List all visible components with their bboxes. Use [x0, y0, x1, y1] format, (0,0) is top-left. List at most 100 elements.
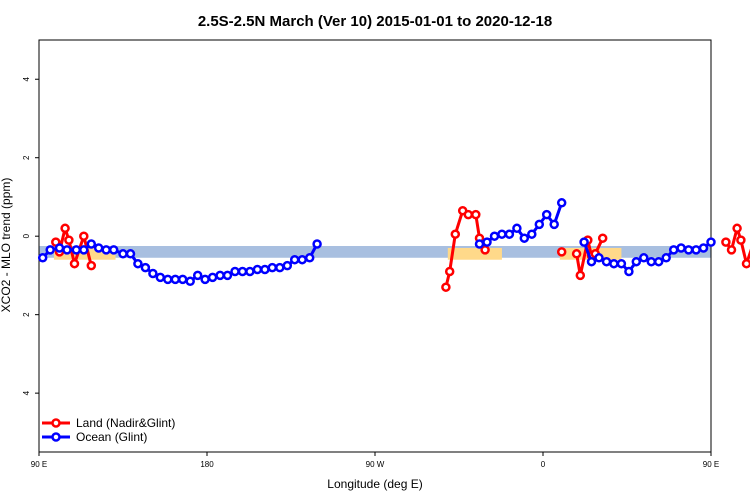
x-tick-label-3: 0	[541, 460, 546, 469]
plot-area: 90 E 180 90 W 0 90 E 4 2 0 2 4 Land (Nadir&Glint)O…	[22, 39, 750, 469]
ocean-point-0-9	[108, 245, 119, 255]
ocean-point-1-8	[534, 219, 545, 230]
land-point-4-2	[732, 223, 742, 234]
ocean-point-0-23	[215, 270, 225, 281]
land-point-0-5	[79, 231, 89, 241]
y-tick-label-3: 2	[22, 312, 31, 317]
land-point-0-3	[64, 235, 74, 245]
ocean-point-1-2	[489, 231, 500, 241]
ocean-point-1-11	[556, 198, 567, 208]
ocean-point-0-36	[312, 239, 322, 249]
ocean-point-2-0	[579, 237, 589, 247]
ocean-point-0-2	[54, 243, 65, 253]
land-point-3-0	[571, 249, 582, 259]
ocean-point-0-8	[101, 245, 111, 255]
ocean-point-2-3	[601, 256, 612, 267]
ocean-point-2-12	[668, 245, 679, 255]
land-point-0-2	[60, 223, 70, 234]
ocean-point-0-4	[71, 245, 82, 255]
ocean-point-0-34	[297, 254, 307, 265]
x-tick-label-0: 90 E	[31, 460, 47, 469]
land-point-1-1	[444, 266, 455, 277]
ocean-point-2-5	[616, 258, 627, 269]
ocean-point-0-16	[163, 274, 173, 285]
ocean-point-2-9	[646, 256, 657, 267]
x-axis-label: Longitude (deg E)	[327, 477, 422, 491]
land-point-1-2	[450, 229, 461, 239]
y-tick-label-1: 2	[22, 155, 31, 160]
land-band-1	[447, 247, 502, 260]
ocean-point-0-33	[289, 254, 300, 265]
ocean-point-2-17	[706, 237, 716, 247]
ocean-point-0-15	[155, 272, 166, 283]
ocean-point-0-35	[304, 253, 315, 263]
ocean-point-0-6	[86, 239, 97, 249]
land-point-3-5	[597, 233, 608, 243]
legend-land-marker	[51, 418, 61, 428]
ocean-point-2-16	[698, 243, 709, 253]
ocean-point-0-20	[192, 270, 203, 281]
ocean-point-2-6	[624, 266, 634, 277]
ocean-point-0-17	[170, 274, 181, 285]
x-tick-label-2: 90 W	[366, 460, 385, 469]
y-axis-label: XCO2 - MLO trend (ppm)	[0, 178, 13, 313]
ocean-point-0-12	[133, 258, 143, 269]
ocean-point-0-29	[260, 264, 270, 275]
y-tick-label-0: 4	[22, 76, 31, 81]
land-point-0-4	[69, 258, 80, 269]
land-point-2-0	[556, 247, 567, 257]
ocean-point-2-2	[594, 253, 604, 263]
ocean-point-0-14	[148, 268, 158, 279]
ocean-point-1-7	[527, 229, 537, 239]
ocean-point-0-21	[200, 274, 210, 285]
ocean-point-0-3	[62, 245, 72, 255]
ocean-point-2-4	[609, 258, 619, 269]
ocean-point-2-1	[586, 256, 597, 267]
land-point-1-0	[441, 282, 451, 292]
land-point-4-3	[736, 235, 746, 245]
ocean-point-0-24	[222, 270, 233, 281]
ocean-point-1-4	[504, 229, 515, 239]
ocean-point-0-10	[118, 249, 128, 259]
land-point-3-1	[575, 270, 586, 281]
ocean-point-0-19	[185, 276, 195, 287]
ocean-point-0-13	[140, 262, 151, 273]
ocean-point-1-6	[519, 233, 530, 243]
ocean-point-1-10	[549, 219, 559, 230]
land-point-1-5	[471, 209, 481, 220]
land-point-4-0	[721, 237, 731, 247]
ocean-point-1-3	[497, 229, 507, 239]
ocean-point-2-14	[683, 245, 694, 255]
ocean-point-1-9	[541, 209, 552, 220]
land-point-4-4	[741, 258, 750, 269]
legend-ocean-marker	[51, 432, 61, 442]
chart-title: 2.5S-2.5N March (Ver 10) 2015-01-01 to 2…	[198, 13, 552, 30]
land-point-1-4	[463, 209, 474, 220]
legend-ocean-label: Ocean (Glint)	[76, 430, 147, 444]
ocean-point-0-28	[252, 264, 263, 275]
land-point-0-6	[86, 260, 97, 271]
ocean-point-2-7	[631, 256, 642, 267]
ocean-point-2-8	[639, 253, 649, 263]
ocean-point-2-15	[691, 245, 701, 255]
y-tick-label-2: 0	[22, 233, 31, 238]
legend-land-label: Land (Nadir&Glint)	[76, 416, 175, 430]
land-point-4-1	[726, 245, 737, 255]
y-tick-label-4: 4	[22, 390, 31, 395]
ocean-point-0-18	[177, 274, 188, 285]
ocean-point-0-31	[275, 262, 285, 273]
ocean-point-0-7	[93, 243, 104, 253]
ocean-point-0-32	[282, 260, 293, 271]
ocean-point-0-25	[230, 266, 240, 277]
ocean-point-0-27	[245, 266, 255, 277]
ocean-point-1-0	[474, 239, 485, 249]
ocean-point-2-11	[661, 253, 671, 263]
ocean-point-0-0	[37, 253, 48, 263]
ocean-point-1-1	[482, 237, 492, 247]
ocean-point-0-30	[267, 262, 278, 273]
ocean-point-0-22	[207, 272, 218, 283]
ocean-point-2-10	[653, 256, 664, 267]
ocean-point-0-11	[125, 249, 136, 259]
x-tick-label-4: 90 E	[703, 460, 719, 469]
